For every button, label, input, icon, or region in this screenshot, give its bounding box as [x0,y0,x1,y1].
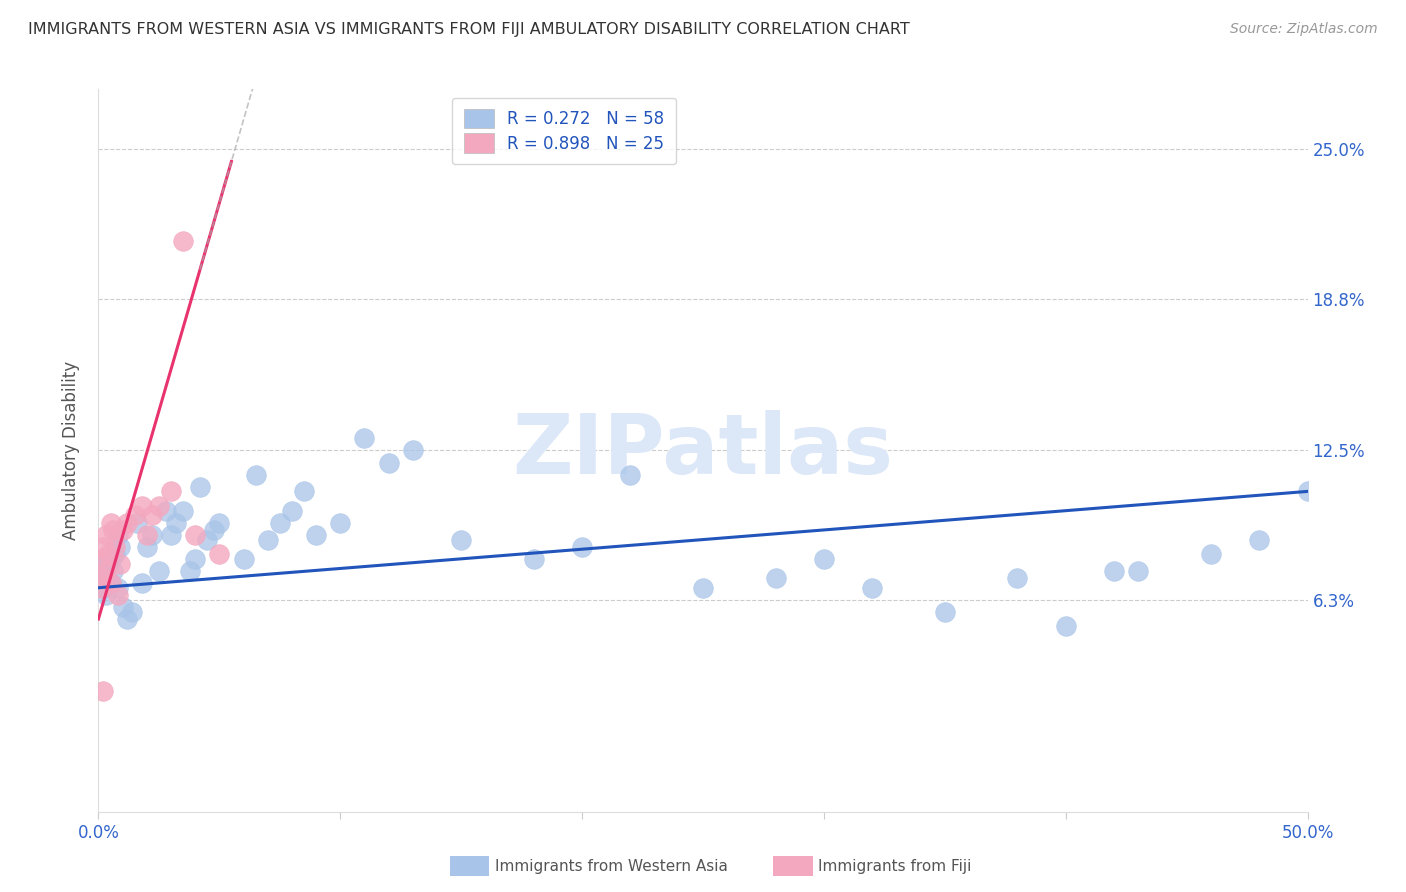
Legend: R = 0.272   N = 58, R = 0.898   N = 25: R = 0.272 N = 58, R = 0.898 N = 25 [453,97,676,164]
Point [91,571,114,585]
Text: IMMIGRANTS FROM WESTERN ASIA VS IMMIGRANTS FROM FIJI AMBULATORY DISABILITY CORRE: IMMIGRANTS FROM WESTERN ASIA VS IMMIGRAN… [28,22,910,37]
Point [107,588,129,602]
Point [90,551,112,566]
Point [523,551,546,566]
Point [100,576,122,591]
Point [1296,484,1319,499]
Point [108,540,131,554]
Point [127,516,149,530]
Point [94,528,117,542]
Text: Immigrants from Fiji: Immigrants from Fiji [818,859,972,873]
Point [91,551,114,566]
Point [232,551,254,566]
Point [179,564,201,578]
Point [450,533,472,547]
Point [329,516,352,530]
Point [813,551,835,566]
Point [90,581,112,595]
Point [141,528,163,542]
Point [121,605,143,619]
Point [100,576,122,591]
Point [402,443,425,458]
Text: Immigrants from Western Asia: Immigrants from Western Asia [495,859,728,873]
Point [934,605,956,619]
Point [172,503,194,517]
Point [141,508,163,523]
Point [208,516,231,530]
Point [1249,533,1271,547]
Point [135,540,157,554]
Point [305,528,328,542]
Point [184,528,207,542]
Point [1054,619,1077,633]
Point [101,523,124,537]
Point [619,467,641,482]
Point [160,484,183,499]
Point [97,547,120,561]
Point [1128,564,1150,578]
Point [91,684,114,698]
Point [100,516,122,530]
Point [860,581,883,595]
Point [208,547,231,561]
Point [135,528,157,542]
Point [571,540,593,554]
Point [131,499,153,513]
Point [269,516,291,530]
Point [184,551,207,566]
Point [131,576,153,591]
Text: ZIPatlas: ZIPatlas [513,410,893,491]
Point [90,564,112,578]
Point [91,581,114,595]
Point [111,600,134,615]
Point [377,456,399,470]
Point [1007,571,1029,585]
Point [353,432,375,446]
Point [107,581,129,595]
Point [101,564,124,578]
Point [107,528,129,542]
Point [108,557,131,571]
Point [765,571,787,585]
Point [97,557,120,571]
Point [91,540,114,554]
Point [104,540,127,554]
Point [94,588,117,602]
Point [165,516,187,530]
Point [155,503,177,517]
Y-axis label: Ambulatory Disability: Ambulatory Disability [62,361,80,540]
Text: Source: ZipAtlas.com: Source: ZipAtlas.com [1230,22,1378,37]
Point [692,581,714,595]
Point [94,571,117,585]
Point [204,523,226,537]
Point [281,503,304,517]
Point [245,467,267,482]
Point [124,508,146,523]
Point [1102,564,1125,578]
Point [188,480,211,494]
Point [117,516,139,530]
Point [94,564,117,578]
Point [104,547,127,561]
Point [148,564,170,578]
Point [195,533,218,547]
Point [292,484,315,499]
Point [100,551,122,566]
Point [148,499,170,513]
Point [117,612,139,626]
Point [172,234,194,248]
Point [1199,547,1222,561]
Point [111,523,134,537]
Point [256,533,278,547]
Point [160,528,183,542]
